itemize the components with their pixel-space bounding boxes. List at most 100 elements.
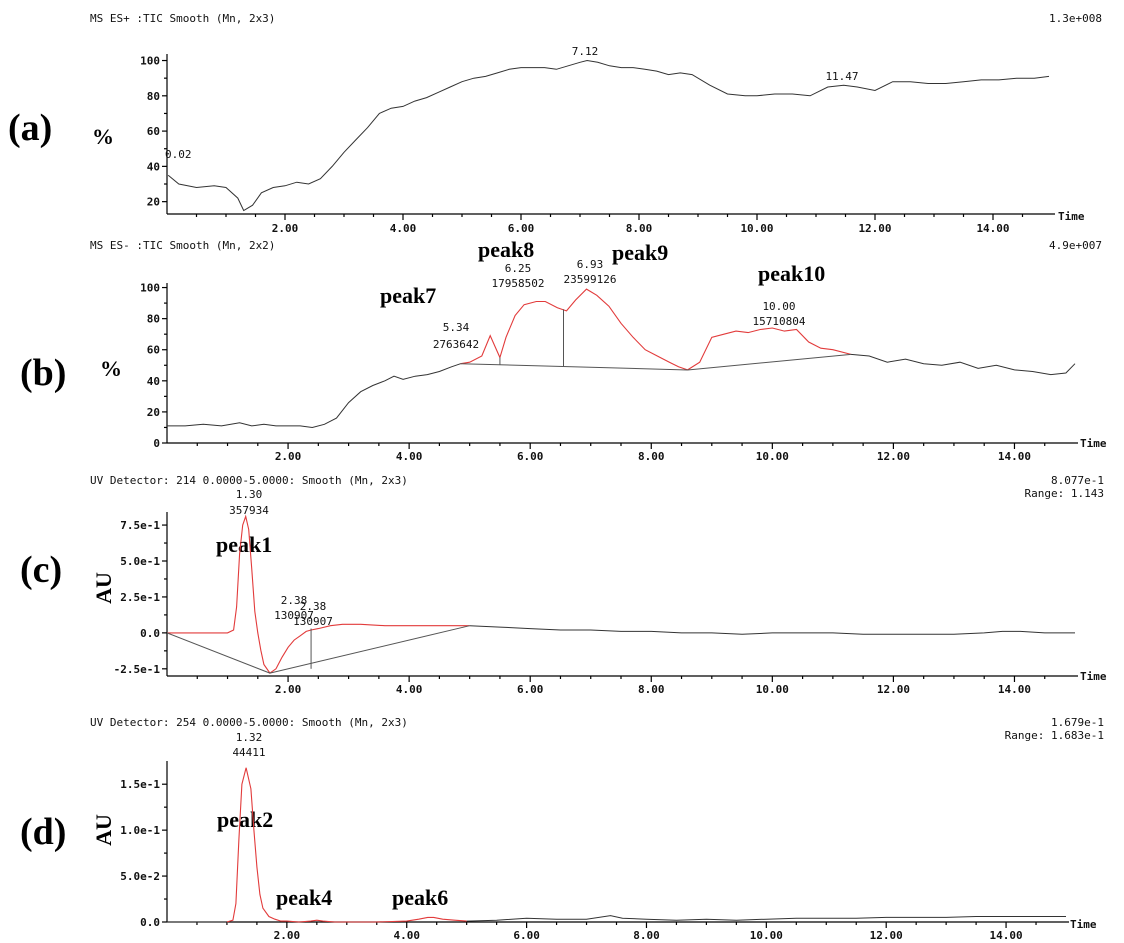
peak10-label: peak10 bbox=[758, 261, 825, 286]
x-tick-label: 10.00 bbox=[756, 450, 789, 463]
peak-annotation-time: 0.02 bbox=[165, 148, 192, 161]
x-tick-label: 12.00 bbox=[877, 450, 910, 463]
y-tick-label: 5.0e-2 bbox=[120, 870, 160, 883]
peak2-label: peak2 bbox=[217, 807, 273, 832]
peak-annotation-area: 44411 bbox=[232, 746, 265, 759]
panel-b-plot: 2.00 4.00 6.00 8.00 10.00 12.00 14.00 0 20 40 60 80… bbox=[140, 258, 1078, 463]
y-tick-label: 100 bbox=[140, 55, 160, 68]
y-tick-label: 0.0 bbox=[140, 627, 160, 640]
panel-c-ylabel: AU bbox=[91, 572, 116, 604]
y-tick-label: 80 bbox=[147, 313, 160, 326]
panel-c: UV Detector: 214 0.0000-5.0000: Smooth (… bbox=[20, 474, 1107, 696]
panel-c-xlabel: Time bbox=[1080, 670, 1107, 683]
peak-annotation-time: 2.38 bbox=[281, 594, 308, 607]
x-tick-label: 6.00 bbox=[513, 929, 540, 942]
y-tick-label: 100 bbox=[140, 282, 160, 295]
y-tick-label: 5.0e-1 bbox=[120, 555, 160, 568]
x-tick-label: 14.00 bbox=[976, 222, 1009, 235]
panel-b-xlabel: Time bbox=[1080, 437, 1107, 450]
series-0-line bbox=[167, 59, 1050, 212]
peak-annotation-time: 11.47 bbox=[825, 70, 858, 83]
x-tick-label: 6.00 bbox=[508, 222, 535, 235]
panel-b-header: MS ES- :TIC Smooth (Mn, 2x2) bbox=[90, 239, 275, 252]
panel-a-ylabel: % bbox=[92, 124, 114, 149]
peak-annotation-area: 17958502 bbox=[492, 277, 545, 290]
panel-b-letter: (b) bbox=[20, 352, 66, 394]
peak-annotation-area: 2763642 bbox=[433, 338, 479, 351]
panel-d: UV Detector: 254 0.0000-5.0000: Smooth (… bbox=[20, 716, 1104, 942]
panel-c-header: UV Detector: 214 0.0000-5.0000: Smooth (… bbox=[90, 474, 408, 487]
x-tick-label: 8.00 bbox=[638, 450, 665, 463]
panel-d-ylabel: AU bbox=[91, 814, 116, 846]
y-tick-label: 60 bbox=[147, 344, 160, 357]
peak-annotation-area: 130907 bbox=[274, 609, 314, 622]
panel-d-plot: 2.00 4.00 6.00 8.00 10.00 12.00 14.00 0.0 5.0e-2… bbox=[120, 731, 1069, 942]
series-2-line bbox=[466, 915, 1066, 922]
panel-c-scale: 8.077e-1 bbox=[1051, 474, 1104, 487]
panel-a-plot: 2.00 4.00 6.00 8.00 10.00 12.00 14.00 20 40 60 80 1… bbox=[140, 45, 1055, 235]
panel-d-scale: 1.679e-1 bbox=[1051, 716, 1104, 729]
integration-baseline bbox=[687, 353, 852, 371]
series-2-line bbox=[850, 353, 1076, 376]
y-tick-label: 60 bbox=[147, 125, 160, 138]
y-tick-label: 20 bbox=[147, 196, 160, 209]
y-tick-label: 80 bbox=[147, 90, 160, 103]
series-1-line bbox=[460, 288, 852, 371]
x-tick-label: 2.00 bbox=[275, 450, 302, 463]
y-tick-label: 0 bbox=[153, 437, 160, 450]
x-tick-label: 8.00 bbox=[638, 683, 665, 696]
series-0-line bbox=[167, 514, 470, 674]
peak9-label: peak9 bbox=[612, 240, 668, 265]
peak-annotation-time: 1.30 bbox=[236, 488, 263, 501]
integration-baseline bbox=[269, 625, 470, 674]
panel-d-range: Range: 1.683e-1 bbox=[1005, 729, 1104, 742]
x-tick-label: 12.00 bbox=[877, 683, 910, 696]
y-tick-label: 2.5e-1 bbox=[120, 591, 160, 604]
peak-annotation-time: 2.38 bbox=[300, 600, 327, 613]
peak-annotation-area: 15710804 bbox=[753, 315, 806, 328]
peak4-label: peak4 bbox=[276, 885, 332, 910]
x-tick-label: 14.00 bbox=[990, 929, 1023, 942]
y-tick-label: 1.0e-1 bbox=[120, 824, 160, 837]
x-tick-label: 14.00 bbox=[998, 450, 1031, 463]
peak-annotation-time: 1.32 bbox=[236, 731, 263, 744]
x-tick-label: 4.00 bbox=[393, 929, 420, 942]
panel-b: MS ES- :TIC Smooth (Mn, 2x2) 4.9e+007 (b… bbox=[20, 237, 1107, 463]
panel-c-plot: 2.00 4.00 6.00 8.00 10.00 12.00 14.00 -2.5e-1 0.… bbox=[114, 488, 1078, 696]
x-tick-label: 2.00 bbox=[274, 929, 301, 942]
y-tick-label: 1.5e-1 bbox=[120, 778, 160, 791]
y-tick-label: 40 bbox=[147, 160, 160, 173]
peak-annotation-time: 10.00 bbox=[762, 300, 795, 313]
y-tick-label: -2.5e-1 bbox=[114, 663, 161, 676]
x-tick-label: 6.00 bbox=[517, 683, 544, 696]
y-tick-label: 20 bbox=[147, 406, 160, 419]
x-tick-label: 10.00 bbox=[750, 929, 783, 942]
peak-annotation-area: 130907 bbox=[293, 615, 333, 628]
panel-d-letter: (d) bbox=[20, 811, 66, 853]
series-0-line bbox=[167, 363, 461, 429]
x-tick-label: 2.00 bbox=[272, 222, 299, 235]
peak-annotation-area: 357934 bbox=[229, 504, 269, 517]
x-tick-label: 10.00 bbox=[740, 222, 773, 235]
peak7-label: peak7 bbox=[380, 283, 436, 308]
x-tick-label: 8.00 bbox=[633, 929, 660, 942]
peak-annotation-time: 5.34 bbox=[443, 321, 470, 334]
y-tick-label: 0.0 bbox=[140, 916, 160, 929]
peak8-label: peak8 bbox=[478, 237, 534, 262]
x-tick-label: 12.00 bbox=[870, 929, 903, 942]
x-tick-label: 8.00 bbox=[626, 222, 653, 235]
panel-c-range: Range: 1.143 bbox=[1025, 487, 1104, 500]
panel-a: MS ES+ :TIC Smooth (Mn, 2x3) 1.3e+008 (a… bbox=[8, 12, 1102, 235]
panel-d-xlabel: Time bbox=[1070, 918, 1097, 931]
y-tick-label: 40 bbox=[147, 375, 160, 388]
x-tick-label: 12.00 bbox=[858, 222, 891, 235]
panel-a-xlabel: Time bbox=[1058, 210, 1085, 223]
panel-b-ylabel: % bbox=[100, 356, 122, 381]
panel-a-scale: 1.3e+008 bbox=[1049, 12, 1102, 25]
series-0-line bbox=[226, 767, 467, 923]
x-tick-label: 10.00 bbox=[756, 683, 789, 696]
x-tick-label: 4.00 bbox=[390, 222, 417, 235]
series-1-line bbox=[469, 625, 1075, 635]
x-tick-label: 2.00 bbox=[275, 683, 302, 696]
peak-annotation-time: 6.93 bbox=[577, 258, 604, 271]
